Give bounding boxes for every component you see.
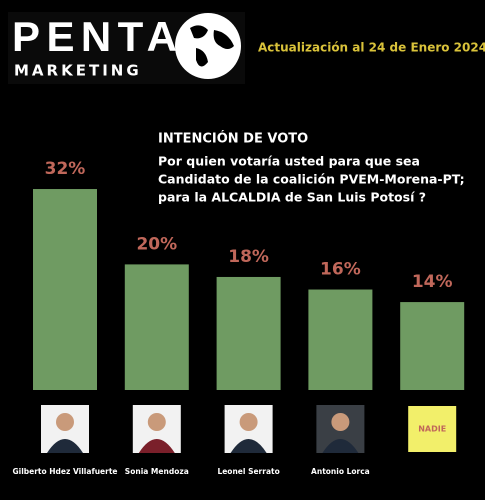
bar bbox=[400, 302, 465, 390]
category-label: Leonel Serrato bbox=[217, 467, 279, 476]
category-label: NADIE bbox=[418, 425, 446, 434]
photo-body bbox=[138, 439, 175, 453]
globe bbox=[175, 13, 241, 79]
value-label: 14% bbox=[412, 272, 453, 292]
bar bbox=[308, 289, 373, 390]
value-label: 18% bbox=[228, 247, 269, 267]
subtitle-line: Por quien votaría usted para que sea bbox=[158, 154, 420, 169]
photo-head bbox=[147, 413, 166, 431]
update-note: Actualización al 24 de Enero 2024 bbox=[258, 41, 485, 55]
value-label: 32% bbox=[45, 159, 86, 179]
photo-head bbox=[239, 413, 258, 431]
category-label: Gilberto Hdez Villafuerte bbox=[12, 467, 117, 476]
photo-head bbox=[331, 413, 350, 431]
chart-title: INTENCIÓN DE VOTO bbox=[158, 131, 308, 147]
brand: PENTA bbox=[12, 13, 177, 60]
brand-sub: MARKETING bbox=[14, 62, 142, 80]
subtitle-line: para la ALCALDIA de San Luis Potosí ? bbox=[158, 190, 426, 205]
category-label: Antonio Lorca bbox=[311, 467, 370, 476]
photo-body bbox=[47, 439, 83, 453]
photo-head bbox=[56, 413, 74, 431]
subtitle-line: Candidato de la coalición PVEM-Morena-PT… bbox=[158, 172, 465, 187]
bar bbox=[33, 189, 97, 390]
category-label: Sonia Mendoza bbox=[125, 467, 189, 476]
value-label: 20% bbox=[136, 234, 177, 254]
none-box bbox=[408, 406, 457, 452]
value-label: 16% bbox=[320, 260, 361, 280]
bar bbox=[216, 276, 281, 390]
photo-body bbox=[230, 439, 267, 453]
bar bbox=[124, 264, 189, 390]
photo-body bbox=[322, 439, 359, 453]
